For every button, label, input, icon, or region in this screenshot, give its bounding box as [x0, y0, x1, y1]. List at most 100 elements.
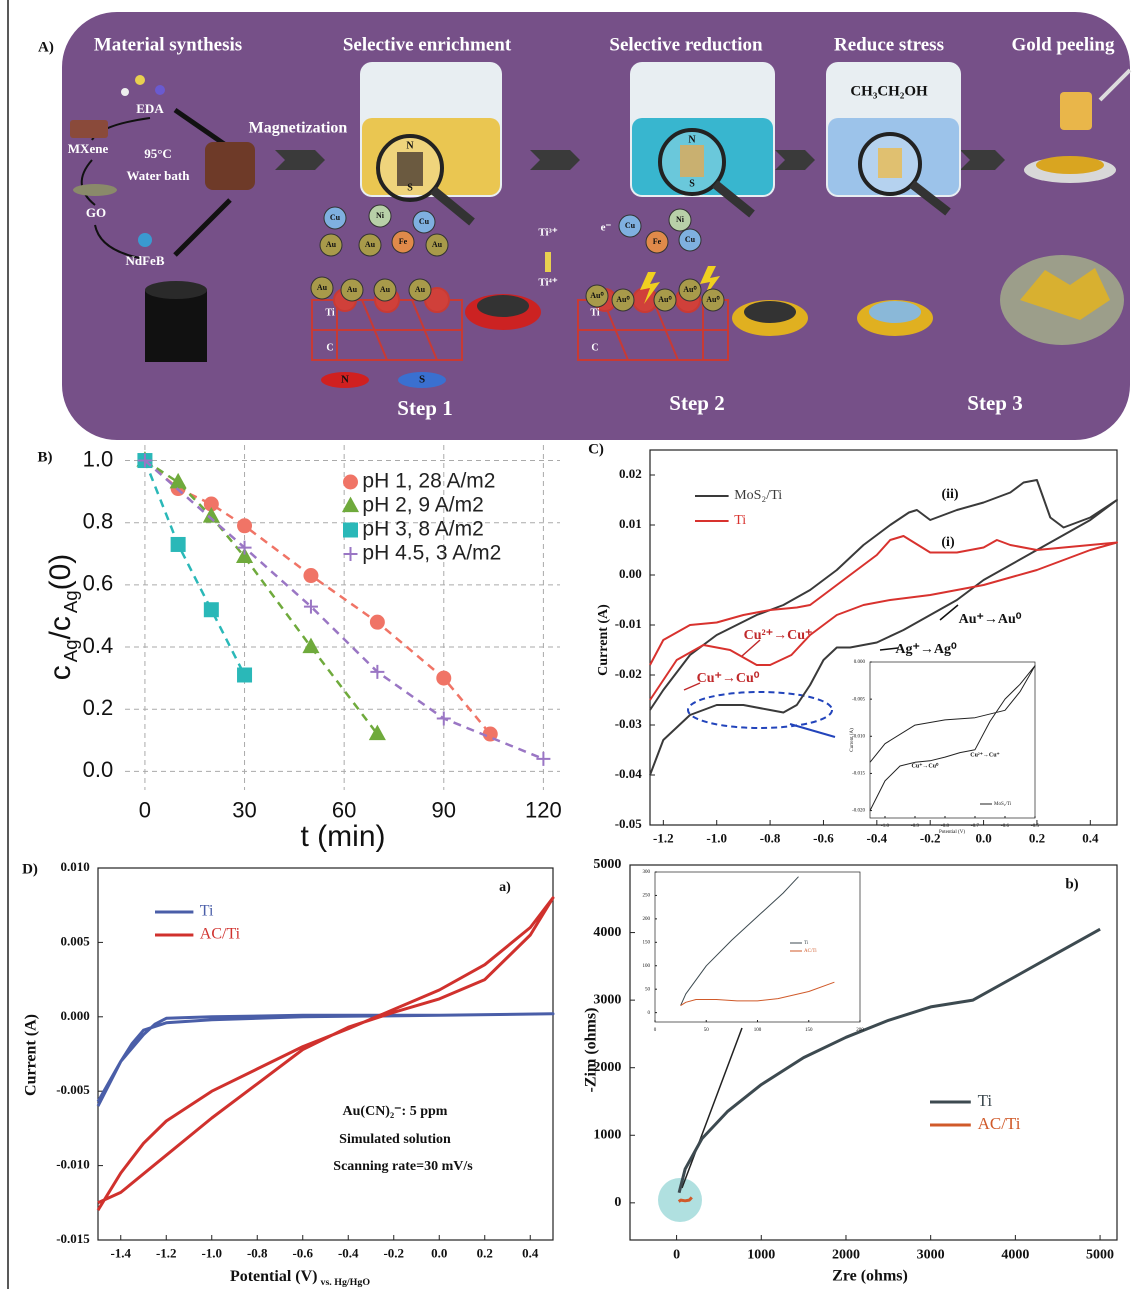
heading: Selective reduction: [609, 34, 763, 55]
marker: [238, 668, 252, 682]
step-label: Step 1: [397, 396, 452, 420]
y-tick-label: -0.05: [615, 816, 643, 831]
y-tick-label: -0.01: [615, 616, 642, 631]
decoration: [1060, 92, 1092, 130]
y-tick-label: 0.6: [83, 571, 114, 596]
annotation: (i): [941, 535, 955, 550]
axis-label: Current (A): [850, 728, 855, 752]
x-tick-label: 200: [856, 1028, 864, 1033]
y-tick-label: 1000: [593, 1127, 621, 1142]
ion-label: Cu: [419, 217, 430, 226]
annotation: Scanning rate=30 mV/s: [333, 1159, 473, 1174]
x-tick-label: 0.2: [477, 1245, 493, 1260]
ion-label: Au⁰: [590, 291, 604, 300]
marker: [437, 671, 451, 685]
y-tick-label: 200: [643, 917, 651, 922]
y-tick-label: 0.0: [83, 757, 114, 782]
atom-label: C: [591, 342, 598, 353]
y-tick-label: -0.005: [852, 697, 865, 702]
x-tick-label: 90: [432, 797, 456, 822]
redox-label: e⁻: [601, 222, 612, 234]
label: A): [38, 39, 54, 55]
y-tick-label: -0.015: [852, 772, 865, 777]
ion-label: Au: [347, 285, 358, 294]
axis-label-part: (0): [44, 554, 77, 591]
axis-label-part: vs. Hg/HgO: [320, 1277, 370, 1288]
decoration: [70, 120, 108, 138]
axis-label: Potential (V): [939, 830, 965, 835]
decoration: [869, 301, 921, 323]
panel-label: C): [588, 441, 604, 457]
y-tick-label: 0.005: [61, 933, 91, 948]
atom-label: C: [326, 342, 333, 353]
x-tick-label: -0.6: [1001, 824, 1009, 829]
panel-label: B): [38, 449, 53, 465]
decoration: [680, 145, 704, 177]
marker: [204, 603, 218, 617]
marker: [171, 537, 185, 551]
y-tick-label: 150: [643, 940, 651, 945]
x-tick-label: 0.4: [1082, 830, 1099, 845]
step-label: Step 2: [669, 391, 724, 415]
y-tick-label: 0.02: [619, 466, 642, 481]
x-tick-label: -1.4: [110, 1245, 131, 1260]
annotation: Cu⁺→Cu⁰: [912, 762, 940, 769]
axis-label: Current (A): [596, 604, 611, 676]
decoration: [145, 290, 207, 362]
atom-label: Ti: [325, 307, 334, 318]
legend-label: AC/Ti: [804, 949, 817, 954]
decoration: [138, 233, 152, 247]
x-tick-label: 2000: [832, 1247, 860, 1262]
reagent: MXene: [68, 141, 109, 156]
lens-pole: S: [689, 178, 695, 189]
y-tick-label: -0.015: [56, 1231, 90, 1246]
step-label: Step 3: [967, 391, 1022, 415]
ion-label: Au: [326, 240, 337, 249]
legend-label: AC/Ti: [200, 926, 241, 943]
process: Magnetization: [249, 120, 348, 137]
annotation: Simulated solution: [339, 1132, 451, 1147]
x-tick-label: -0.6: [292, 1245, 313, 1260]
y-tick-label: -0.04: [615, 766, 643, 781]
lens-pole: S: [407, 182, 413, 193]
reagent: EDA: [136, 101, 164, 116]
y-tick-label: -0.020: [852, 809, 865, 814]
annotation: Au(CN)₂⁻: 5 ppm: [343, 1104, 448, 1119]
heading: Material synthesis: [94, 34, 242, 55]
annotation: a): [499, 880, 511, 895]
x-tick-label: -0.4: [338, 1245, 359, 1260]
decoration: [73, 184, 117, 196]
annotation: Cu⁺→Cu⁰: [697, 671, 760, 686]
legend-label: MoS₂/Ti: [734, 488, 782, 503]
marker: [370, 615, 384, 629]
axis-label: t (min): [301, 820, 386, 853]
marker: [344, 523, 358, 537]
x-tick-label: -0.4: [867, 830, 888, 845]
ion-label: Au: [380, 285, 391, 294]
x-tick-label: -0.9: [911, 824, 919, 829]
ion-label: Cu: [330, 213, 341, 222]
x-tick-label: 1000: [747, 1247, 775, 1262]
decoration: [633, 288, 657, 312]
x-tick-label: 4000: [1001, 1247, 1029, 1262]
ion-label: Ni: [376, 211, 385, 220]
x-tick-label: -0.6: [813, 830, 834, 845]
marker: [238, 519, 252, 533]
decoration: [397, 152, 423, 186]
decoration: [135, 75, 145, 85]
x-tick-label: -1.2: [653, 830, 674, 845]
annotation: Cu²⁺→Cu⁺: [970, 751, 999, 758]
marker: [344, 475, 358, 489]
y-tick-label: 0: [614, 1195, 621, 1210]
y-tick-label: 50: [645, 987, 651, 992]
decoration: [121, 88, 129, 96]
x-tick-label: -0.2: [383, 1245, 404, 1260]
y-tick-label: 0.8: [83, 509, 114, 534]
x-tick-label: 0: [673, 1247, 680, 1262]
y-tick-label: 0.4: [83, 633, 114, 658]
ion-label: Au: [317, 283, 328, 292]
y-tick-label: 0.000: [854, 660, 866, 665]
annotation: Au⁺→Au⁰: [959, 612, 1022, 627]
axis-label: Zre (ohms): [832, 1268, 908, 1285]
ion-label: Cu: [625, 221, 636, 230]
